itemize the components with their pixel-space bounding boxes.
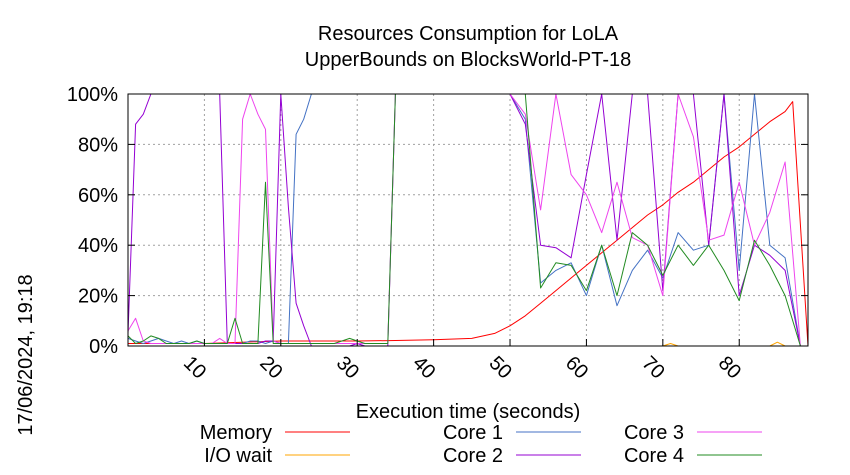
y-axis-ticks: 0% 20% 40% 60% 80% 100% <box>67 84 808 358</box>
x-tick-label: 20 <box>255 352 286 383</box>
legend-label-i-o-wait: I/O wait <box>204 445 272 467</box>
series-line-memory <box>128 101 809 347</box>
series-line-core-1 <box>127 93 801 347</box>
x-axis-label: Execution time (seconds) <box>356 401 581 423</box>
chart-title: Resources Consumption for LoLA <box>318 23 619 45</box>
legend-label-core-2: Core 2 <box>443 445 503 467</box>
legend-label-core-1: Core 1 <box>443 422 503 444</box>
y-tick-label: 100% <box>67 84 118 106</box>
legend-label-core-4: Core 4 <box>624 445 684 467</box>
y-tick-label: 60% <box>78 185 118 207</box>
x-tick-label: 40 <box>408 352 439 383</box>
y-tick-label: 0% <box>89 336 118 358</box>
series-line-core-3 <box>127 93 801 347</box>
plot-lines <box>127 93 809 347</box>
x-tick-label: 50 <box>485 352 516 383</box>
series-line-core-4 <box>127 93 801 347</box>
y-tick-label: 40% <box>78 235 118 257</box>
timestamp-label: 17/06/2024, 19:18 <box>15 274 37 435</box>
legend-label-memory: Memory <box>200 422 272 444</box>
series-line-core-2 <box>127 93 801 347</box>
x-tick-label: 80 <box>714 352 745 383</box>
y-tick-label: 20% <box>78 286 118 308</box>
x-tick-label: 60 <box>561 352 592 383</box>
x-tick-label: 10 <box>179 352 210 383</box>
x-tick-label: 70 <box>637 352 668 383</box>
x-tick-label: 30 <box>332 352 363 383</box>
plot-frame <box>127 93 809 347</box>
chart-subtitle: UpperBounds on BlocksWorld-PT-18 <box>305 49 631 71</box>
legend-label-core-3: Core 3 <box>624 422 684 444</box>
y-tick-label: 80% <box>78 134 118 156</box>
grid <box>128 94 808 346</box>
